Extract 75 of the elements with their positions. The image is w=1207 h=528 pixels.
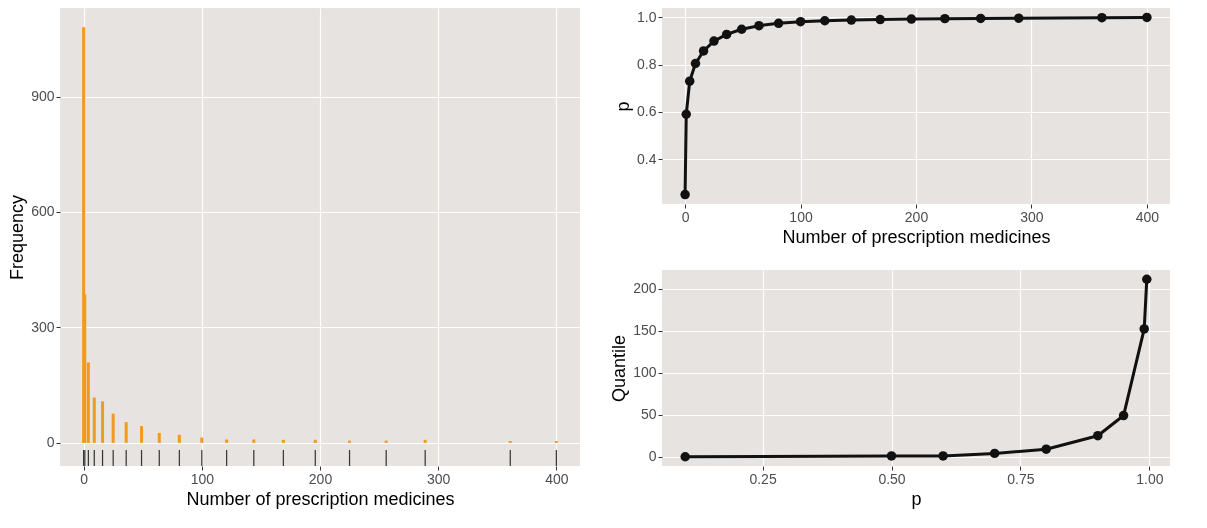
- point: [1097, 12, 1107, 23]
- bar: [225, 439, 229, 443]
- point: [721, 29, 732, 40]
- point: [975, 13, 986, 24]
- point: [989, 448, 1000, 459]
- bar: [313, 439, 317, 443]
- y-tick-label: 0.6: [637, 103, 657, 120]
- point: [795, 16, 806, 27]
- y-tick-label: 50: [640, 406, 657, 423]
- x-tick-label: 0: [681, 208, 690, 225]
- y-axis-title: Frequency: [7, 194, 28, 281]
- y-tick-label: 300: [31, 318, 55, 335]
- point: [1139, 324, 1149, 334]
- x-tick-label: 400: [1135, 208, 1160, 225]
- bar: [124, 422, 128, 443]
- x-tick-label: 200: [904, 208, 929, 225]
- bar: [101, 401, 105, 443]
- point: [1142, 274, 1152, 284]
- point: [886, 451, 897, 461]
- x-tick-label: 100: [789, 208, 813, 225]
- point: [1142, 12, 1152, 23]
- bar: [200, 437, 204, 443]
- bar: [140, 425, 144, 443]
- bar: [92, 397, 96, 443]
- x-tick-label: 0: [80, 470, 89, 487]
- point: [940, 13, 950, 24]
- point: [698, 46, 709, 56]
- point: [906, 14, 917, 24]
- point: [690, 58, 701, 69]
- point: [754, 20, 764, 31]
- bar: [281, 439, 285, 443]
- x-axis-title: p: [911, 488, 922, 509]
- point: [709, 36, 719, 46]
- y-tick-label: 0: [648, 448, 657, 465]
- bar: [111, 413, 115, 443]
- bar: [177, 434, 181, 443]
- point: [1093, 430, 1103, 441]
- y-tick-label: 100: [633, 364, 657, 381]
- point: [680, 189, 690, 200]
- y-axis-title: p: [613, 101, 634, 112]
- point: [1041, 444, 1051, 454]
- y-tick-label: 900: [31, 88, 55, 105]
- x-tick-label: 0.50: [878, 470, 906, 487]
- bar: [157, 432, 161, 443]
- y-tick-label: 200: [633, 280, 657, 297]
- x-tick-label: 100: [190, 470, 215, 487]
- x-axis-title: Number of prescription medicines: [186, 488, 455, 509]
- y-tick-label: 0.8: [637, 56, 657, 73]
- x-tick-label: 200: [308, 470, 333, 487]
- x-tick-label: 0.25: [749, 470, 777, 487]
- x-tick-label: 0.75: [1007, 470, 1035, 487]
- y-axis-title: Quantile: [609, 334, 630, 403]
- y-tick-label: 1.0: [637, 8, 657, 25]
- x-axis-title: Number of prescription medicines: [782, 226, 1051, 247]
- y-tick-label: 150: [633, 322, 657, 339]
- point: [820, 16, 830, 26]
- x-tick-label: 300: [1020, 208, 1044, 225]
- y-tick-label: 0: [46, 434, 55, 451]
- point: [684, 76, 695, 86]
- x-tick-label: 300: [427, 470, 451, 487]
- point: [736, 24, 747, 34]
- point: [680, 452, 690, 462]
- x-tick-label: 400: [545, 470, 569, 487]
- x-tick-label: 1.00: [1136, 470, 1164, 487]
- bar: [423, 439, 427, 443]
- point: [1118, 410, 1129, 421]
- bar: [252, 439, 256, 443]
- point: [1014, 13, 1024, 23]
- point: [938, 451, 948, 461]
- point: [681, 109, 691, 119]
- y-tick-label: 600: [31, 203, 55, 220]
- point: [875, 14, 885, 25]
- y-tick-label: 0.4: [637, 150, 657, 167]
- point: [846, 15, 857, 25]
- point: [773, 18, 784, 29]
